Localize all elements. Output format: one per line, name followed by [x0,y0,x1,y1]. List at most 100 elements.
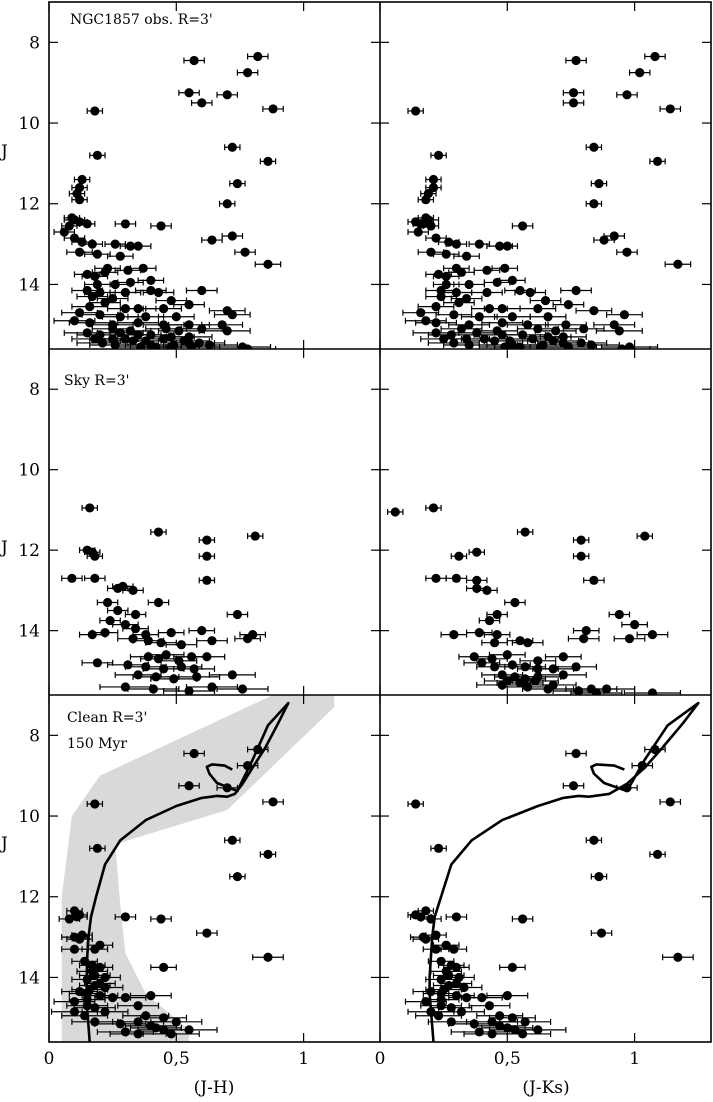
data-point [166,1029,176,1039]
data-point [665,104,675,114]
data-point [482,585,492,595]
data-point [161,324,171,334]
data-point [469,652,479,662]
y-tick-label: 14 [18,622,40,642]
data-point [540,295,551,306]
labels-layer: NGC1857 obs. R=3' Sky R=3' Clean R=3' 15… [0,12,640,1098]
x-tick-label: 1 [298,1049,309,1069]
panel-plot-area [53,51,284,349]
data-point [502,650,512,660]
data-point [189,55,199,66]
data-point [576,551,586,561]
y-tick-label: 12 [18,888,40,908]
data-point [74,308,85,318]
x-axis-title-right: (J-Ks) [522,1078,569,1098]
isochrone-line [85,701,290,1042]
data-point [472,547,482,557]
data-point [115,312,125,322]
data-point [95,962,105,972]
data-point [197,285,207,296]
data-point [69,997,80,1007]
data-point [156,638,166,648]
data-point [174,326,184,336]
data-point [530,676,540,686]
data-point [596,928,607,938]
data-point [118,581,128,591]
data-point [237,684,248,694]
data-point [222,199,232,209]
data-point [100,1007,110,1017]
data-point [82,974,92,985]
data-point [95,990,105,1001]
data-point [95,287,105,298]
panel-plot-area [50,695,335,1042]
data-point [630,619,640,630]
data-point [517,914,528,924]
data-point [243,344,253,349]
data-point [123,265,133,275]
data-point [82,545,92,555]
data-point [589,575,599,585]
data-point [250,531,260,541]
data-point [141,312,151,322]
data-point [148,684,158,694]
data-point [464,340,474,349]
data-point [69,316,80,326]
data-point [100,297,110,308]
data-point [571,285,581,296]
data-point [523,682,533,692]
data-point [428,503,439,513]
data-point [461,251,472,261]
data-point [97,338,108,348]
data-point [507,660,517,670]
x-tick-label: 0,5 [494,1049,521,1069]
data-point [433,1011,444,1021]
panel-plot-area [61,503,269,695]
data-point [184,320,194,330]
data-point [227,835,237,845]
data-point [497,318,507,328]
data-point [202,575,212,585]
data-point [92,843,102,853]
data-point [123,660,133,670]
data-point [449,310,459,320]
data-point [176,640,186,650]
data-point [151,672,161,682]
data-point [635,68,645,78]
data-point [263,849,273,859]
data-point [551,326,561,336]
data-point [90,944,100,954]
data-point [413,227,423,237]
panel-5 [48,695,380,1042]
data-point [497,304,507,314]
data-point [133,304,143,314]
data-point [232,178,243,189]
data-point [451,239,461,249]
panel-3 [48,349,380,695]
isochrone-envelope [61,695,335,1042]
data-point [449,338,459,348]
data-point [507,275,517,286]
data-point [449,630,459,640]
data-point [428,183,439,193]
panels-layer [48,2,711,1042]
data-point [82,328,92,338]
data-point [227,310,237,320]
data-point [87,630,97,640]
data-point [120,219,130,229]
data-point [558,652,568,662]
data-point [456,1007,467,1017]
data-point [484,1001,495,1011]
data-point [652,849,663,859]
y-tick-label: 8 [29,33,40,53]
data-point [232,609,243,620]
data-point [120,912,130,922]
data-point [120,993,130,1003]
data-point [624,342,635,349]
data-point [589,199,599,209]
data-point [581,626,591,636]
data-point [222,326,232,336]
data-point [579,324,589,334]
data-point [120,1027,130,1037]
